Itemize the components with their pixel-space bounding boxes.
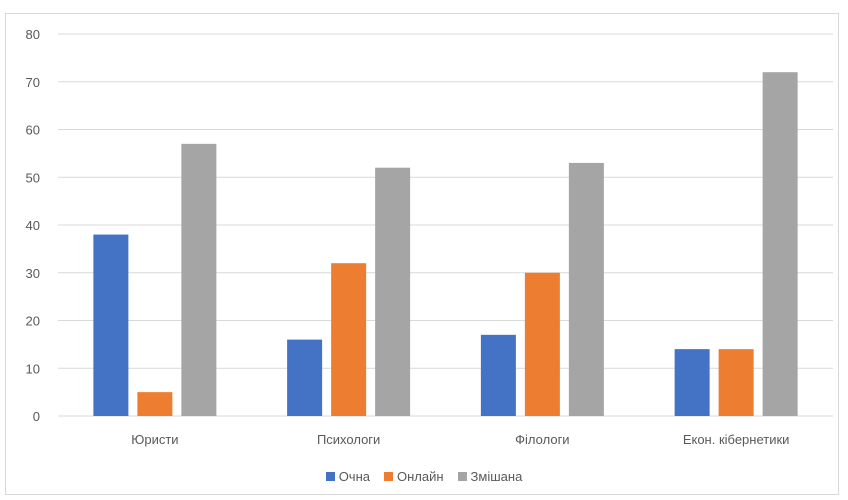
y-tick-label: 60 xyxy=(26,123,40,138)
legend-label: Онлайн xyxy=(396,469,444,484)
bar xyxy=(718,349,754,416)
bar xyxy=(331,263,367,416)
bar xyxy=(137,392,173,416)
x-category-label: Філологи xyxy=(515,432,569,447)
y-tick-label: 70 xyxy=(26,75,40,90)
legend-swatch xyxy=(383,472,393,481)
bar xyxy=(762,72,798,416)
y-tick-label: 80 xyxy=(26,27,40,42)
y-tick-label: 0 xyxy=(33,409,40,424)
y-axis-tick-labels: 0 10 20 30 40 50 60 70 80 xyxy=(26,27,40,424)
x-category-label: Психологи xyxy=(317,432,380,447)
chart-legend: Очна Онлайн Змішана xyxy=(0,469,848,484)
legend-swatch xyxy=(325,472,335,481)
y-tick-label: 50 xyxy=(26,170,40,185)
legend-item: Змішана xyxy=(457,469,523,484)
bar xyxy=(181,143,217,416)
bar xyxy=(674,349,710,416)
x-axis-category-labels: Юристи Психологи Філологи Екон. кібернетики xyxy=(131,432,789,447)
y-tick-label: 30 xyxy=(26,266,40,281)
gridlines xyxy=(58,33,833,417)
legend-item: Очна xyxy=(325,469,370,484)
y-tick-label: 40 xyxy=(26,218,40,233)
x-category-label: Юристи xyxy=(131,432,178,447)
bar xyxy=(568,162,604,416)
legend-item: Онлайн xyxy=(383,469,444,484)
y-tick-label: 10 xyxy=(26,361,40,376)
legend-label: Змішана xyxy=(470,469,523,484)
bar xyxy=(93,234,129,416)
y-tick-label: 20 xyxy=(26,314,40,329)
legend-label: Очна xyxy=(338,469,370,484)
bar xyxy=(480,334,516,416)
x-category-label: Екон. кібернетики xyxy=(683,432,790,447)
bar xyxy=(287,339,323,416)
bar xyxy=(375,167,411,416)
legend-swatch xyxy=(457,472,467,481)
bars xyxy=(93,72,798,416)
bar xyxy=(524,272,560,416)
